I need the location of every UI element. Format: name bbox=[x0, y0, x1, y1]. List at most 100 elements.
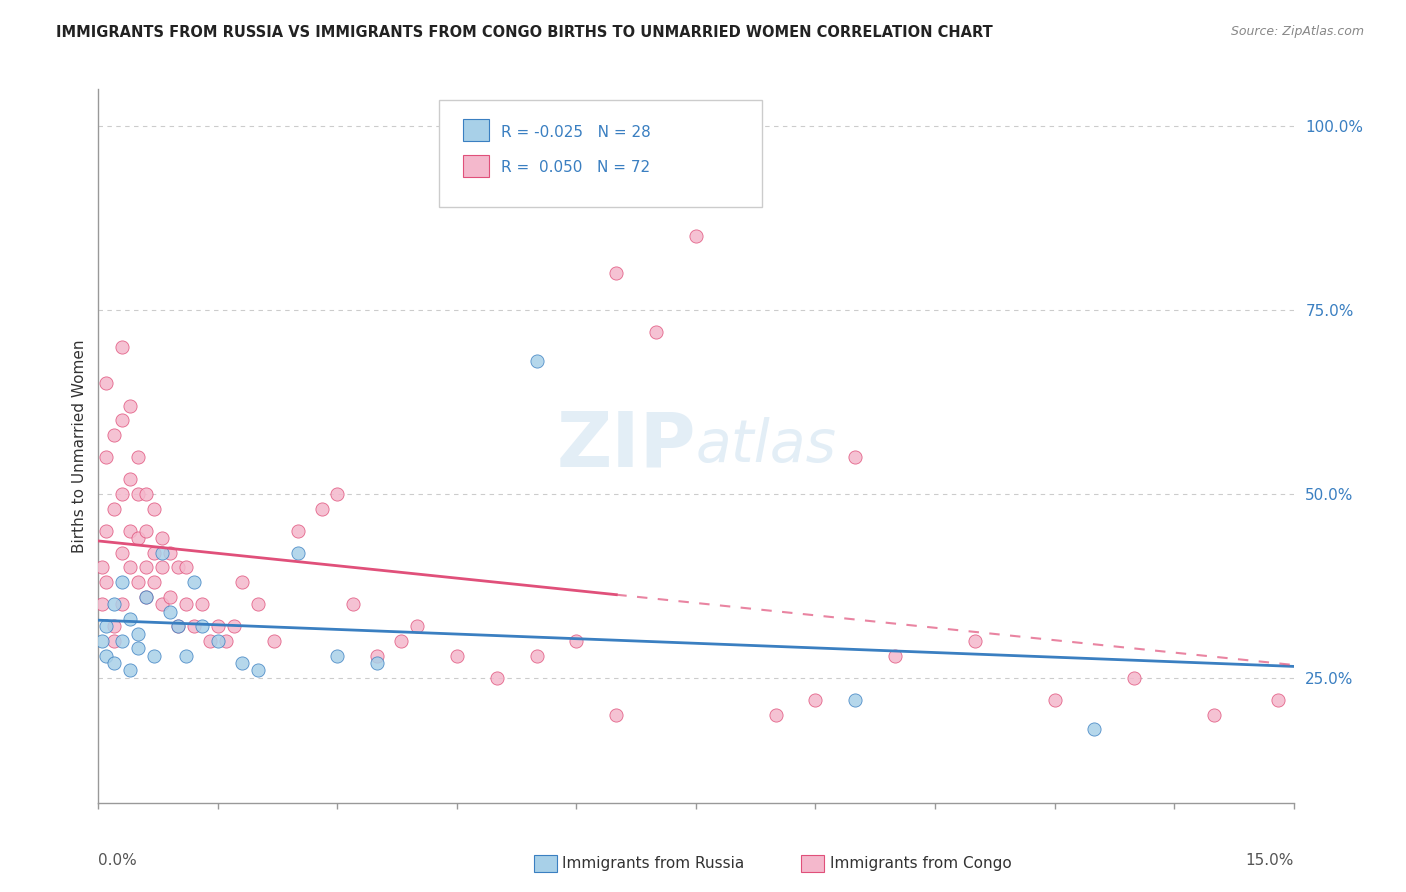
Point bbox=[1043, 693, 1066, 707]
Point bbox=[91, 560, 114, 574]
Point bbox=[167, 619, 190, 633]
Point bbox=[174, 648, 197, 663]
Point bbox=[765, 707, 787, 722]
Point bbox=[120, 399, 142, 413]
Point bbox=[96, 575, 118, 590]
Point bbox=[111, 340, 134, 354]
Point bbox=[804, 693, 827, 707]
Point bbox=[143, 546, 166, 560]
Text: Immigrants from Congo: Immigrants from Congo bbox=[830, 856, 1011, 871]
Point bbox=[222, 619, 245, 633]
Point bbox=[127, 531, 149, 545]
Point bbox=[174, 597, 197, 611]
Point bbox=[565, 634, 588, 648]
Point bbox=[191, 597, 214, 611]
Point bbox=[198, 634, 221, 648]
Point bbox=[91, 634, 114, 648]
Point bbox=[111, 413, 134, 427]
Point bbox=[150, 531, 173, 545]
Point bbox=[366, 648, 388, 663]
Point bbox=[159, 605, 181, 619]
Point bbox=[103, 656, 125, 670]
FancyBboxPatch shape bbox=[463, 155, 489, 177]
Text: R = -0.025   N = 28: R = -0.025 N = 28 bbox=[501, 125, 651, 139]
Text: 0.0%: 0.0% bbox=[98, 853, 138, 868]
Point bbox=[1083, 723, 1105, 737]
Point bbox=[342, 597, 364, 611]
Point bbox=[526, 354, 548, 368]
Point bbox=[127, 487, 149, 501]
FancyBboxPatch shape bbox=[463, 120, 489, 141]
Point bbox=[120, 664, 142, 678]
Point bbox=[246, 597, 269, 611]
Text: R =  0.050   N = 72: R = 0.050 N = 72 bbox=[501, 161, 651, 175]
Point bbox=[127, 450, 149, 464]
Point bbox=[135, 590, 157, 604]
Point bbox=[120, 472, 142, 486]
Point bbox=[111, 546, 134, 560]
Point bbox=[183, 619, 205, 633]
Point bbox=[207, 634, 229, 648]
Point bbox=[111, 575, 134, 590]
Point bbox=[103, 501, 125, 516]
Point bbox=[135, 487, 157, 501]
Point bbox=[446, 648, 468, 663]
Point bbox=[111, 487, 134, 501]
Point bbox=[96, 619, 118, 633]
Point bbox=[143, 501, 166, 516]
Point bbox=[143, 575, 166, 590]
Point bbox=[174, 560, 197, 574]
Point bbox=[167, 619, 190, 633]
Point bbox=[150, 597, 173, 611]
Point bbox=[389, 634, 412, 648]
Point bbox=[103, 619, 125, 633]
Point bbox=[366, 656, 388, 670]
Point bbox=[135, 560, 157, 574]
Point bbox=[96, 450, 118, 464]
Point bbox=[111, 634, 134, 648]
Point bbox=[159, 546, 181, 560]
Point bbox=[231, 656, 253, 670]
Point bbox=[96, 648, 118, 663]
Point bbox=[103, 634, 125, 648]
Point bbox=[246, 664, 269, 678]
Point bbox=[485, 671, 508, 685]
Point bbox=[287, 524, 309, 538]
Point bbox=[159, 590, 181, 604]
Point bbox=[120, 612, 142, 626]
Text: Immigrants from Russia: Immigrants from Russia bbox=[562, 856, 745, 871]
Point bbox=[143, 648, 166, 663]
Point bbox=[884, 648, 907, 663]
Point bbox=[605, 707, 627, 722]
Point bbox=[311, 501, 333, 516]
Point bbox=[287, 546, 309, 560]
Y-axis label: Births to Unmarried Women: Births to Unmarried Women bbox=[72, 339, 87, 553]
Point bbox=[103, 597, 125, 611]
Point bbox=[963, 634, 986, 648]
Point bbox=[326, 648, 349, 663]
Point bbox=[127, 641, 149, 656]
Point bbox=[844, 450, 866, 464]
Text: ZIP: ZIP bbox=[557, 409, 696, 483]
Point bbox=[406, 619, 429, 633]
Point bbox=[167, 560, 190, 574]
Text: atlas: atlas bbox=[696, 417, 837, 475]
Point bbox=[844, 693, 866, 707]
Point bbox=[135, 590, 157, 604]
Point bbox=[96, 376, 118, 391]
FancyBboxPatch shape bbox=[439, 100, 762, 207]
Point bbox=[91, 597, 114, 611]
Point bbox=[1267, 693, 1289, 707]
Point bbox=[1202, 707, 1225, 722]
Point bbox=[183, 575, 205, 590]
Point bbox=[1123, 671, 1146, 685]
Point bbox=[263, 634, 285, 648]
Point bbox=[231, 575, 253, 590]
Text: IMMIGRANTS FROM RUSSIA VS IMMIGRANTS FROM CONGO BIRTHS TO UNMARRIED WOMEN CORREL: IMMIGRANTS FROM RUSSIA VS IMMIGRANTS FRO… bbox=[56, 25, 993, 40]
Text: Source: ZipAtlas.com: Source: ZipAtlas.com bbox=[1230, 25, 1364, 38]
Point bbox=[150, 560, 173, 574]
Point bbox=[215, 634, 238, 648]
Point bbox=[326, 487, 349, 501]
Point bbox=[111, 597, 134, 611]
Point bbox=[685, 229, 707, 244]
